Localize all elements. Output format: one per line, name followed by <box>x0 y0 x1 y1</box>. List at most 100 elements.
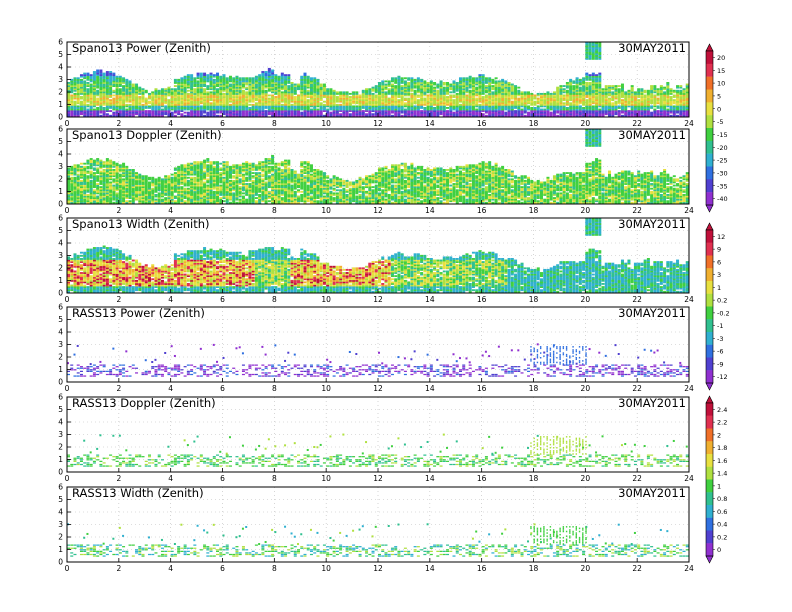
cell <box>115 201 119 204</box>
cell <box>585 43 589 46</box>
cell <box>102 179 106 182</box>
cell <box>267 72 271 75</box>
cell <box>147 111 151 114</box>
cell <box>646 113 650 116</box>
cell <box>400 82 404 84</box>
cell <box>601 103 605 106</box>
cell <box>73 111 77 114</box>
cell <box>488 100 492 103</box>
cell <box>277 108 281 111</box>
cell <box>199 77 203 80</box>
cell <box>209 80 213 83</box>
cell <box>238 114 242 117</box>
cell <box>199 105 203 108</box>
cell <box>368 103 372 106</box>
cell <box>228 111 232 114</box>
cell <box>135 176 139 179</box>
cell <box>458 103 462 106</box>
cell <box>572 88 576 91</box>
cell <box>76 170 80 173</box>
cell <box>397 114 401 117</box>
cell <box>118 110 122 112</box>
cell <box>381 113 385 116</box>
cell <box>306 80 310 83</box>
cell <box>322 92 326 95</box>
cell <box>241 92 245 95</box>
cell <box>439 108 443 111</box>
cell <box>682 105 686 108</box>
cell <box>426 97 430 100</box>
cell <box>559 88 563 91</box>
cell <box>643 105 647 108</box>
cell <box>565 91 569 94</box>
cell <box>578 82 582 84</box>
cell <box>271 78 275 81</box>
cell <box>365 88 369 91</box>
cell <box>410 77 414 80</box>
cell <box>118 175 122 178</box>
cell <box>105 195 109 198</box>
cell <box>105 78 109 81</box>
cell <box>144 194 148 196</box>
cell <box>585 88 589 91</box>
cell <box>190 113 194 116</box>
cell <box>89 201 93 204</box>
cell <box>89 161 93 164</box>
cell <box>633 99 637 102</box>
cell <box>429 86 433 89</box>
cell <box>99 198 103 201</box>
cell <box>387 91 391 94</box>
cell <box>89 94 93 97</box>
cell <box>559 114 563 117</box>
cell <box>70 80 74 83</box>
cell <box>676 91 680 94</box>
cell <box>410 111 414 114</box>
cell <box>666 103 670 106</box>
cell <box>251 97 255 100</box>
cell <box>378 86 381 89</box>
cell <box>306 85 310 87</box>
cell <box>76 85 80 87</box>
cell <box>248 91 252 94</box>
cell <box>167 88 171 91</box>
cell <box>604 107 608 109</box>
cell <box>514 103 518 106</box>
cell <box>552 110 556 112</box>
cell <box>73 192 77 195</box>
cell <box>115 96 119 98</box>
cell <box>261 96 265 98</box>
cell <box>433 86 437 89</box>
cell <box>598 82 602 84</box>
cell <box>144 178 148 181</box>
cell <box>238 92 242 95</box>
cell <box>92 94 96 97</box>
cell <box>105 75 109 78</box>
cell <box>125 176 129 179</box>
cell <box>575 88 579 91</box>
cell <box>650 111 654 114</box>
cell <box>497 91 501 94</box>
cell <box>89 189 93 192</box>
cell <box>131 99 135 102</box>
cell <box>608 110 612 112</box>
cell <box>598 114 602 117</box>
cell <box>241 83 245 86</box>
cell <box>679 103 683 106</box>
cell <box>335 96 339 98</box>
cell <box>109 96 113 98</box>
cell <box>572 97 576 100</box>
cell <box>501 96 505 98</box>
cell <box>105 97 109 100</box>
cell <box>322 96 326 98</box>
cell <box>228 80 232 83</box>
cell <box>193 92 197 95</box>
cell <box>157 181 161 184</box>
cell <box>614 105 618 108</box>
cell <box>102 91 106 94</box>
cell <box>177 107 181 109</box>
cell <box>595 56 599 59</box>
cell <box>595 97 599 100</box>
cell <box>122 100 126 103</box>
cell <box>105 89 109 92</box>
cell <box>630 107 634 109</box>
